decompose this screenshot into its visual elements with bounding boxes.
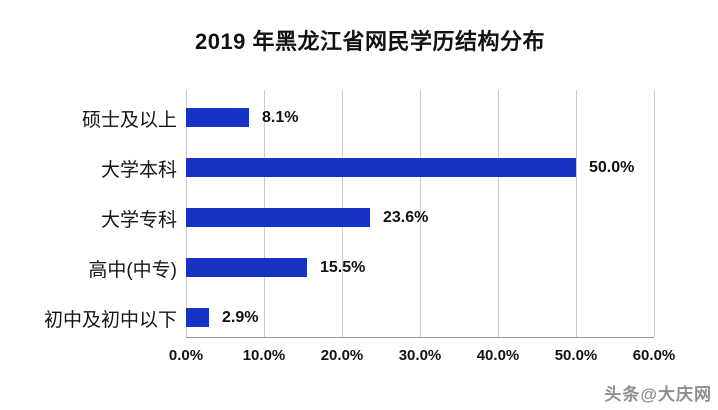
x-tick-label: 10.0% — [242, 347, 286, 364]
x-tick-label: 40.0% — [476, 347, 520, 364]
category-label: 初中及初中以下 — [43, 310, 177, 331]
value-label: 50.0% — [589, 158, 635, 176]
x-tick-label: 50.0% — [554, 347, 598, 364]
category-label: 硕士及以上 — [81, 110, 177, 131]
value-label: 2.9% — [222, 308, 259, 326]
bar — [186, 207, 370, 227]
category-label: 大学本科 — [100, 160, 177, 181]
value-label: 23.6% — [383, 208, 429, 226]
bar — [186, 257, 307, 277]
x-tick-label: 30.0% — [398, 347, 442, 364]
bar — [186, 157, 576, 177]
x-tick-label: 60.0% — [632, 347, 676, 364]
chart-title: 2019 年黑龙江省网民学历结构分布 — [194, 29, 546, 54]
value-label: 8.1% — [262, 108, 299, 126]
x-tick-label: 20.0% — [320, 347, 364, 364]
gridline — [498, 90, 499, 337]
value-label: 15.5% — [320, 258, 366, 276]
bar — [186, 107, 249, 127]
plot-area: 8.1% 50.0% 23.6% 15.5% 2.9% — [186, 90, 655, 338]
category-label: 大学专科 — [100, 210, 177, 231]
bar — [186, 307, 209, 327]
gridline — [576, 90, 577, 337]
watermark: 头条@大庆网 — [604, 385, 712, 404]
gridline — [654, 90, 655, 337]
x-tick-label: 0.0% — [168, 347, 204, 364]
category-label: 高中(中专) — [88, 260, 177, 281]
gridline — [420, 90, 421, 337]
